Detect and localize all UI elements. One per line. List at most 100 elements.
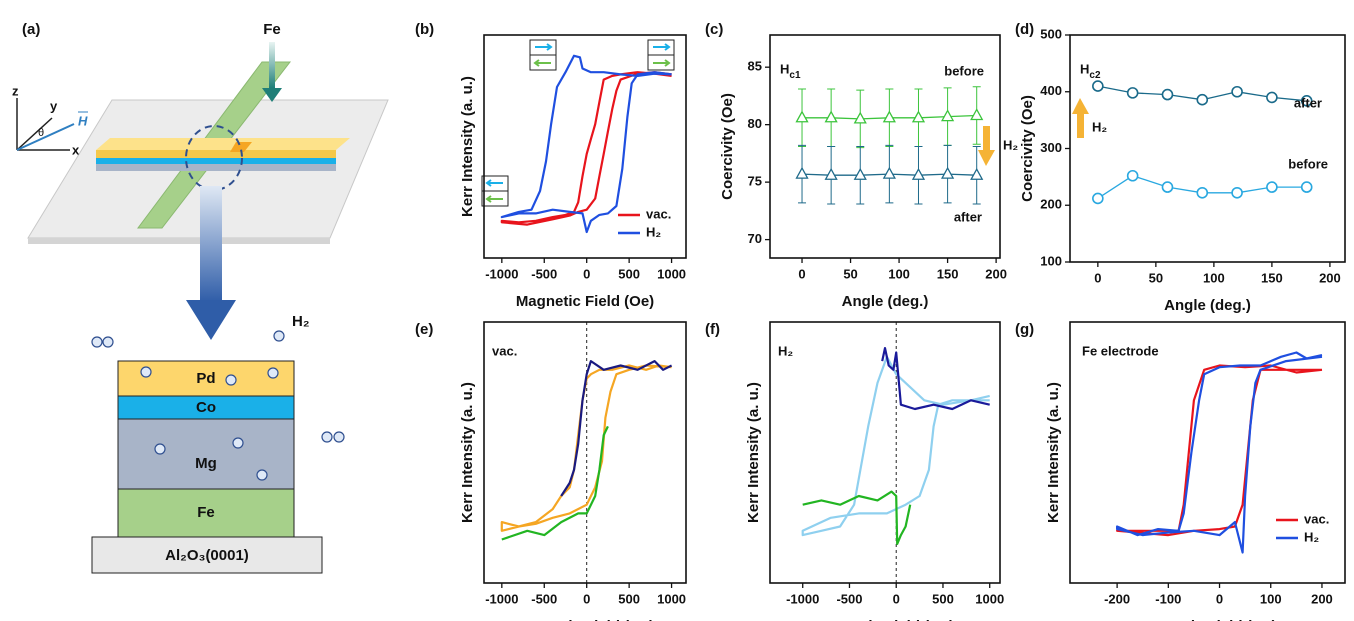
marker	[911, 167, 926, 180]
zoom-arrow-shaft	[200, 186, 222, 302]
marker	[824, 167, 838, 180]
pd-layer	[96, 150, 336, 158]
annotation: after	[1294, 95, 1322, 110]
x-tick-label: -100	[1155, 591, 1181, 606]
annotation: H₂	[1092, 119, 1107, 134]
x-tick-label: -1000	[485, 266, 518, 281]
x-tick-label: 200	[1311, 591, 1333, 606]
x-tick-label: 50	[843, 266, 857, 281]
x-tick-label: 0	[583, 266, 590, 281]
x-tick-label: 500	[932, 591, 954, 606]
marker	[1126, 169, 1139, 182]
marker	[824, 110, 838, 123]
panel-label: (c)	[705, 21, 723, 38]
mg-layer	[96, 164, 336, 171]
legend-label: vac.	[1304, 511, 1329, 526]
field-icons	[481, 39, 675, 207]
marker	[853, 111, 867, 124]
legend-label: vac.	[646, 206, 671, 221]
marker	[1161, 181, 1174, 193]
x-axis-label: Angle (deg.)	[1164, 297, 1251, 314]
zoom-arrow-head	[186, 300, 236, 340]
axis-y: y	[50, 98, 58, 113]
fe-arrow-shaft	[269, 42, 275, 88]
x-tick-label: 1000	[975, 591, 1004, 606]
marker	[1196, 186, 1209, 199]
x-tick-label: 0	[583, 591, 590, 606]
legend-label: H₂	[1304, 529, 1319, 544]
panel-label: (d)	[1015, 21, 1034, 38]
panel: (e) Magnetic Field (Oe) Kerr Intensity (a.…	[415, 321, 687, 621]
annotation: Hc1	[780, 61, 801, 81]
marker	[1266, 91, 1278, 104]
marker	[970, 108, 984, 121]
annotation: Fe electrode	[1082, 343, 1159, 358]
contact	[230, 142, 252, 152]
y-axis-label: Kerr Intensity (a. u.)	[1045, 382, 1062, 523]
panel: (b) Magnetic Field (Oe) Kerr Intensity (a.…	[415, 21, 687, 310]
y-axis-label: Kerr Intensity (a. u.)	[459, 382, 476, 523]
x-tick-label: 50	[1149, 270, 1163, 285]
plot-frame	[769, 34, 1001, 259]
field-label: H	[78, 113, 88, 128]
h2-arrows	[978, 98, 1089, 166]
x-axis-label: Magnetic Field (Oe)	[516, 618, 654, 621]
panel-label: (e)	[415, 321, 433, 338]
plate-edge	[28, 238, 330, 244]
series-line	[500, 364, 672, 532]
co-layer	[96, 158, 336, 164]
y-tick-label: 400	[1040, 83, 1062, 98]
marker	[940, 166, 955, 179]
fe-arrow-head	[262, 88, 282, 102]
x-tick-label: 0	[893, 591, 900, 606]
marker	[1196, 93, 1209, 106]
marker	[882, 166, 896, 179]
layer-label: Fe	[197, 504, 215, 521]
x-tick-label: -200	[1104, 591, 1130, 606]
x-tick-label: 500	[618, 591, 640, 606]
panel-label: (b)	[415, 21, 434, 38]
marker	[853, 167, 867, 180]
gas-label: H₂	[292, 313, 310, 330]
x-tick-label: 0	[1216, 591, 1223, 606]
x-tick-label: -500	[531, 266, 557, 281]
panel-label: (a)	[22, 21, 40, 38]
annotation: Hc2	[1080, 61, 1101, 81]
plot-frame	[483, 321, 687, 584]
marker	[795, 166, 809, 179]
series-line	[802, 490, 912, 545]
x-tick-label: -500	[531, 591, 557, 606]
substrate-label: Al₂O₃(0001)	[165, 547, 249, 564]
y-axis-label: Kerr Intensity (a. u.)	[745, 382, 762, 523]
panel: (g) Magnetic Field (Oe) Kerr Intensity (a.…	[1015, 321, 1346, 621]
marker	[795, 110, 809, 123]
series-line	[501, 425, 609, 541]
x-tick-label: 100	[1260, 591, 1282, 606]
marker	[970, 167, 984, 180]
x-axis-label: Magnetic Field (Oe)	[816, 618, 954, 621]
angle-label: θ	[38, 127, 44, 139]
y-axis-label: Kerr Intensity (a. u.)	[459, 76, 476, 217]
series-line	[500, 54, 672, 234]
panel-label: (f)	[705, 321, 720, 338]
y-tick-label: 300	[1040, 140, 1062, 155]
x-tick-label: 200	[985, 266, 1007, 281]
axis-x: x	[72, 142, 80, 157]
plot-frame	[483, 34, 687, 259]
y-tick-label: 500	[1040, 26, 1062, 41]
x-tick-label: 0	[1094, 270, 1101, 285]
series-line	[1116, 364, 1323, 537]
y-tick-label: 85	[748, 59, 762, 74]
panel: (d) Angle (deg.) Coercivity (Oe) 0 50 100 150 2…	[1015, 21, 1346, 314]
x-tick-label: 100	[1203, 270, 1225, 285]
layer-fe	[117, 488, 295, 538]
axes-icon	[16, 98, 75, 151]
x-tick-label: 0	[798, 266, 805, 281]
panel-label: (g)	[1015, 321, 1034, 338]
y-axis-label: Coercivity (Oe)	[719, 93, 736, 200]
annotation: before	[1288, 156, 1328, 171]
substrate	[91, 536, 323, 574]
marker	[882, 110, 896, 123]
